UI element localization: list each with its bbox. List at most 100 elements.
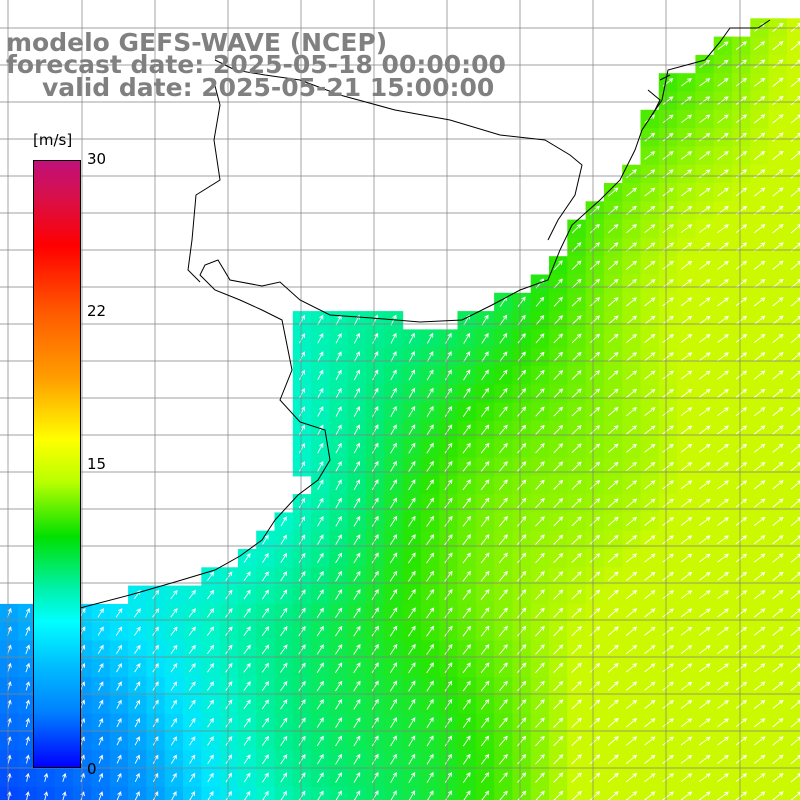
wind-arrow bbox=[717, 41, 729, 50]
wind-arrow bbox=[698, 352, 711, 362]
wind-arrow bbox=[152, 589, 160, 600]
wind-arrow bbox=[589, 443, 601, 453]
wind-arrow bbox=[753, 626, 766, 636]
wind-arrow bbox=[317, 479, 324, 490]
wind-arrow bbox=[790, 535, 800, 545]
wind-arrow bbox=[772, 480, 784, 490]
wind-arrow bbox=[371, 515, 379, 527]
wind-arrow bbox=[735, 626, 748, 636]
wind-arrow bbox=[753, 571, 766, 581]
wind-arrow bbox=[480, 424, 490, 436]
wind-arrow bbox=[498, 589, 508, 600]
wind-arrow bbox=[498, 461, 508, 472]
wind-arrow bbox=[680, 315, 693, 325]
wind-arrow bbox=[335, 717, 343, 728]
wind-arrow bbox=[626, 462, 638, 472]
wind-arrow bbox=[116, 699, 122, 709]
wind-arrow bbox=[389, 552, 398, 564]
wind-arrow bbox=[626, 224, 638, 234]
wind-arrow bbox=[698, 224, 711, 234]
wind-arrow bbox=[335, 735, 343, 747]
wind-arrow bbox=[444, 643, 453, 655]
wind-arrow bbox=[607, 534, 619, 545]
wind-arrow bbox=[280, 534, 287, 545]
wind-arrow bbox=[662, 443, 674, 453]
wind-arrow bbox=[589, 278, 601, 289]
wind-arrow bbox=[444, 662, 453, 674]
wind-arrow bbox=[335, 351, 342, 362]
colorbar-tick-30: 30 bbox=[87, 150, 107, 168]
wind-arrow bbox=[772, 40, 784, 51]
wind-arrow bbox=[353, 479, 361, 491]
wind-arrow bbox=[626, 297, 638, 307]
wind-arrow bbox=[444, 515, 453, 527]
wind-arrow bbox=[116, 662, 122, 673]
wind-speed-cell bbox=[439, 786, 459, 800]
wind-arrow bbox=[772, 461, 784, 472]
wind-arrow bbox=[463, 387, 471, 399]
wind-arrow bbox=[553, 662, 564, 673]
wind-arrow bbox=[626, 407, 638, 417]
wind-arrow bbox=[372, 387, 379, 399]
wind-arrow bbox=[189, 772, 196, 783]
wind-arrow bbox=[481, 332, 489, 344]
wind-arrow bbox=[790, 754, 800, 765]
wind-arrow bbox=[408, 369, 415, 381]
wind-arrow bbox=[553, 534, 564, 545]
wind-arrow bbox=[571, 351, 582, 362]
wind-arrow bbox=[735, 260, 748, 270]
wind-arrow bbox=[426, 589, 435, 600]
wind-speed-cell bbox=[512, 786, 532, 800]
wind-arrow bbox=[589, 260, 601, 270]
wind-arrow bbox=[535, 406, 545, 417]
wind-arrow bbox=[444, 424, 453, 436]
wind-arrow bbox=[335, 607, 343, 619]
wind-arrow bbox=[188, 589, 196, 600]
wind-arrow bbox=[772, 77, 784, 87]
wind-speed-cell bbox=[786, 109, 800, 129]
wind-arrow bbox=[116, 736, 122, 746]
wind-arrow bbox=[607, 443, 619, 453]
wind-arrow bbox=[644, 370, 656, 380]
wind-arrow bbox=[299, 351, 305, 362]
wind-arrow bbox=[644, 645, 656, 655]
wind-arrow bbox=[753, 718, 766, 728]
wind-arrow bbox=[644, 352, 656, 362]
wind-speed-cell bbox=[384, 786, 404, 800]
wind-arrow bbox=[335, 424, 342, 436]
wind-arrow bbox=[680, 480, 693, 490]
wind-arrow bbox=[188, 663, 196, 673]
wind-arrow bbox=[772, 791, 784, 800]
wind-arrow bbox=[316, 772, 324, 783]
wind-arrow bbox=[680, 590, 693, 600]
wind-arrow bbox=[261, 662, 270, 673]
wind-arrow bbox=[680, 645, 693, 654]
wind-arrow bbox=[462, 461, 471, 472]
wind-arrow bbox=[535, 625, 545, 637]
wind-arrow bbox=[662, 388, 674, 398]
wind-arrow bbox=[644, 626, 656, 636]
wind-arrow bbox=[644, 681, 656, 691]
wind-arrow bbox=[316, 625, 324, 637]
wind-arrow bbox=[589, 351, 601, 362]
wind-arrow bbox=[298, 662, 306, 673]
wind-arrow bbox=[444, 717, 453, 729]
wind-arrow bbox=[735, 736, 748, 746]
wind-arrow bbox=[699, 96, 711, 105]
wind-arrow bbox=[299, 406, 305, 417]
wind-speed-cell bbox=[786, 73, 800, 93]
wind-arrow bbox=[644, 187, 656, 197]
wind-speed-cell bbox=[475, 786, 495, 800]
wind-arrow bbox=[426, 772, 434, 783]
wind-arrow bbox=[517, 552, 527, 564]
wind-arrow bbox=[280, 790, 287, 800]
wind-arrow bbox=[790, 773, 800, 783]
wind-arrow bbox=[481, 387, 490, 399]
wind-arrow bbox=[553, 461, 564, 472]
wind-arrow bbox=[680, 553, 693, 563]
wind-arrow bbox=[535, 680, 545, 692]
wind-arrow bbox=[444, 479, 453, 491]
wind-arrow bbox=[353, 662, 361, 674]
wind-arrow bbox=[225, 589, 233, 600]
